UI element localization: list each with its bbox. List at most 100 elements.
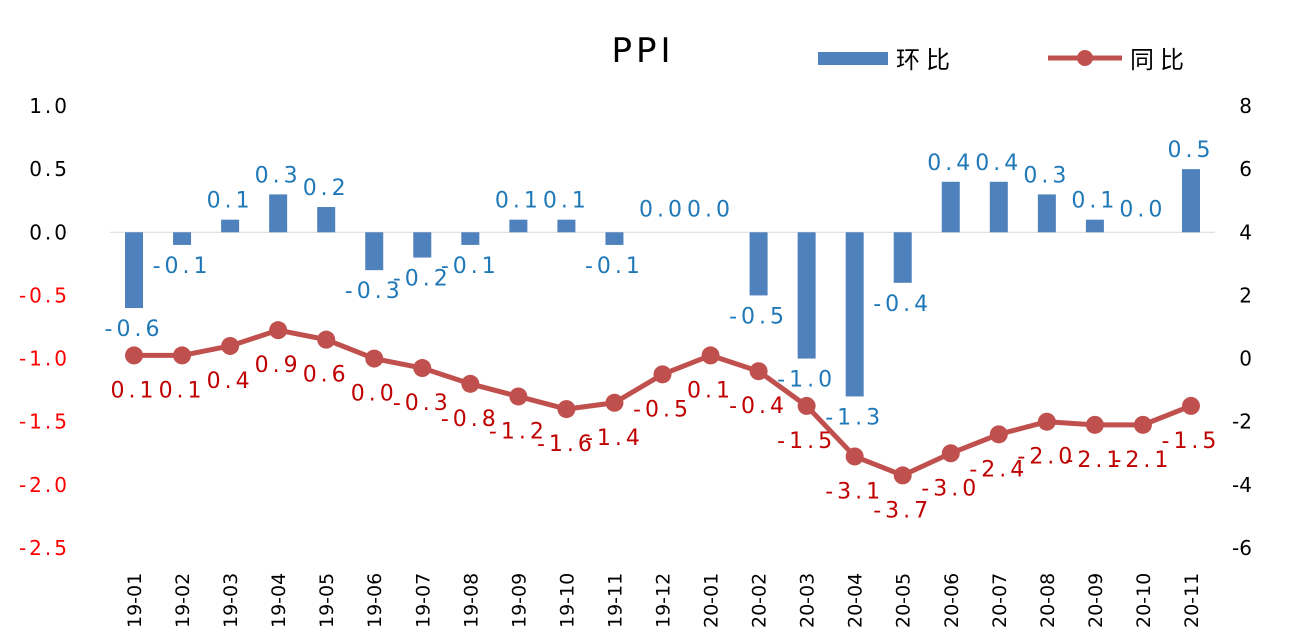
x-tick-label: 20-01 xyxy=(701,573,723,628)
bar-19-02 xyxy=(173,232,192,245)
bar-19-07 xyxy=(413,232,432,258)
line-label-19-07: -0.3 xyxy=(393,391,452,416)
bar-20-04 xyxy=(845,232,864,397)
line-point-19-01 xyxy=(125,346,144,365)
bar-label-20-09: 0.1 xyxy=(1071,189,1118,214)
left-tick-label: -2.5 xyxy=(19,536,70,560)
chart-title: PPI xyxy=(611,31,674,71)
line-label-19-09: -1.2 xyxy=(489,419,548,444)
line-point-19-08 xyxy=(461,374,480,393)
bar-label-19-11: -0.1 xyxy=(585,254,644,279)
line-point-19-09 xyxy=(509,387,528,406)
x-tick-label: 19-01 xyxy=(124,573,146,628)
bar-label-19-01: -0.6 xyxy=(105,317,164,342)
bar-19-06 xyxy=(365,232,384,271)
line-point-19-07 xyxy=(413,359,432,378)
bar-20-07 xyxy=(989,181,1008,233)
legend-line-marker xyxy=(1077,50,1093,66)
left-tick-label: 1.0 xyxy=(29,94,70,118)
x-tick-label: 20-08 xyxy=(1037,573,1059,628)
line-label-20-05: -3.7 xyxy=(873,498,932,523)
right-axis: 8 6 4 2 0 -2 -4 -6 xyxy=(1232,94,1252,560)
line-point-20-05 xyxy=(893,466,912,485)
x-tick-label: 20-03 xyxy=(797,573,819,628)
bar-label-20-10: 0.0 xyxy=(1119,197,1166,222)
bar-20-06 xyxy=(941,181,960,233)
x-tick-label: 20-04 xyxy=(845,573,867,628)
line-label-19-08: -0.8 xyxy=(441,407,500,432)
line-point-19-10 xyxy=(557,400,576,419)
x-tick-label: 19-02 xyxy=(172,573,194,628)
x-tick-label: 19-10 xyxy=(556,573,578,628)
line-label-19-10: -1.6 xyxy=(537,432,596,457)
legend-line-label: 同比 xyxy=(1130,46,1190,74)
right-tick-label: 2 xyxy=(1239,283,1252,307)
bar-20-09 xyxy=(1085,219,1104,233)
legend-bar-swatch xyxy=(818,52,888,65)
right-tick-label: -2 xyxy=(1232,410,1252,434)
x-tick-label: 19-06 xyxy=(364,573,386,628)
line-point-20-10 xyxy=(1133,415,1152,434)
right-tick-label: 4 xyxy=(1239,220,1252,244)
x-tick-label: 19-08 xyxy=(460,573,482,628)
line-series: 0.1 0.1 0.40.9 0.60.0-0.3-0.8-1.2-1.6-1.4 -0… xyxy=(111,321,1216,523)
x-tick-label: 19-09 xyxy=(508,573,530,628)
legend-bar-label: 环比 xyxy=(896,46,956,74)
x-tick-label: 20-06 xyxy=(941,573,963,628)
line-label-19-01: 0.1 xyxy=(111,378,158,403)
line-label-19-11: -1.4 xyxy=(585,426,644,451)
bar-label-19-07: -0.2 xyxy=(393,267,452,292)
line-label-19-03: 0.4 xyxy=(207,369,254,394)
bar-label-19-05: 0.2 xyxy=(303,176,350,201)
left-tick-label: -1.5 xyxy=(19,410,70,434)
bar-label-20-07: 0.4 xyxy=(975,151,1022,176)
x-tick-label: 19-12 xyxy=(653,573,675,628)
bar-19-01 xyxy=(125,232,144,309)
line-point-19-03 xyxy=(221,336,240,355)
bar-label-20-08: 0.3 xyxy=(1023,163,1070,188)
line-point-19-11 xyxy=(605,393,624,412)
line-point-19-06 xyxy=(365,349,384,368)
bar-label-19-08: -0.1 xyxy=(441,254,500,279)
bar-series: -0.6-0.10.10.30.2-0.3-0.2-0.10.1 0.1-0.10… xyxy=(105,138,1214,430)
line-label-19-12: -0.5 xyxy=(633,397,692,422)
line-point-20-06 xyxy=(941,444,960,463)
x-tick-label: 20-10 xyxy=(1133,573,1155,628)
line-point-20-01 xyxy=(701,346,720,365)
bar-20-08 xyxy=(1037,194,1056,233)
line-label-20-06: -3.0 xyxy=(921,476,980,501)
bar-19-03 xyxy=(221,219,240,233)
x-tick-label: 20-11 xyxy=(1181,573,1203,628)
bar-label-19-06: -0.3 xyxy=(345,279,404,304)
line-label-19-06: 0.0 xyxy=(351,382,398,407)
bar-label-20-11: 0.5 xyxy=(1167,138,1214,163)
bar-label-20-05: -0.4 xyxy=(873,292,932,317)
line-label-20-08: -2.0 xyxy=(1017,445,1076,470)
bar-label-19-02: -0.1 xyxy=(153,254,212,279)
line-label-20-01: 0.1 xyxy=(687,378,734,403)
x-tick-label: 20-09 xyxy=(1085,573,1107,628)
right-tick-label: 6 xyxy=(1239,157,1252,181)
bar-20-03 xyxy=(797,232,816,359)
right-tick-label: -6 xyxy=(1232,536,1252,560)
line-label-19-05: 0.6 xyxy=(303,363,350,388)
bar-20-05 xyxy=(893,232,912,283)
x-tick-label: 20-02 xyxy=(749,573,771,628)
bar-19-10 xyxy=(557,219,576,233)
left-tick-label: 0.5 xyxy=(29,157,70,181)
line-label-19-04: 0.9 xyxy=(255,353,302,378)
left-tick-label: -2.0 xyxy=(19,473,70,497)
bar-label-19-10: 0.1 xyxy=(543,189,590,214)
right-tick-label: 8 xyxy=(1239,94,1252,118)
left-tick-label: 0.0 xyxy=(29,220,70,244)
right-tick-label: 0 xyxy=(1239,347,1252,371)
x-tick-label: 19-05 xyxy=(316,573,338,628)
left-tick-label: -1.0 xyxy=(19,347,70,371)
x-tick-label: 19-11 xyxy=(604,573,626,628)
line-point-19-02 xyxy=(173,346,192,365)
line-point-19-05 xyxy=(317,330,336,349)
line-point-20-07 xyxy=(989,425,1008,444)
bar-20-11 xyxy=(1181,169,1200,233)
x-tick-label: 19-04 xyxy=(268,573,290,628)
